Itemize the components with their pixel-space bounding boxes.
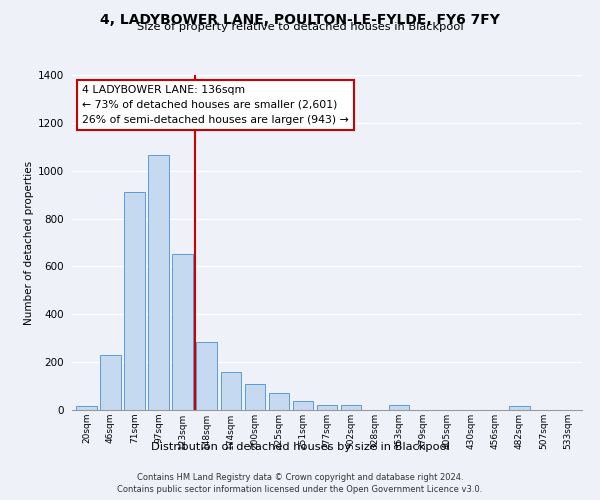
Text: Contains public sector information licensed under the Open Government Licence v3: Contains public sector information licen… <box>118 485 482 494</box>
Bar <box>245 384 265 410</box>
Bar <box>509 406 530 410</box>
Bar <box>172 254 193 410</box>
Bar <box>269 393 289 410</box>
Y-axis label: Number of detached properties: Number of detached properties <box>24 160 34 324</box>
Bar <box>148 155 169 410</box>
Text: 4, LADYBOWER LANE, POULTON-LE-FYLDE, FY6 7FY: 4, LADYBOWER LANE, POULTON-LE-FYLDE, FY6… <box>100 12 500 26</box>
Text: 4 LADYBOWER LANE: 136sqm
← 73% of detached houses are smaller (2,601)
26% of sem: 4 LADYBOWER LANE: 136sqm ← 73% of detach… <box>82 85 349 124</box>
Bar <box>293 401 313 410</box>
Bar <box>100 355 121 410</box>
Text: Contains HM Land Registry data © Crown copyright and database right 2024.: Contains HM Land Registry data © Crown c… <box>137 472 463 482</box>
Bar <box>76 406 97 410</box>
Bar <box>196 342 217 410</box>
Bar <box>317 404 337 410</box>
Text: Distribution of detached houses by size in Blackpool: Distribution of detached houses by size … <box>151 442 449 452</box>
Bar <box>389 405 409 410</box>
Bar <box>341 405 361 410</box>
Bar <box>221 372 241 410</box>
Bar <box>124 192 145 410</box>
Text: Size of property relative to detached houses in Blackpool: Size of property relative to detached ho… <box>137 22 463 32</box>
